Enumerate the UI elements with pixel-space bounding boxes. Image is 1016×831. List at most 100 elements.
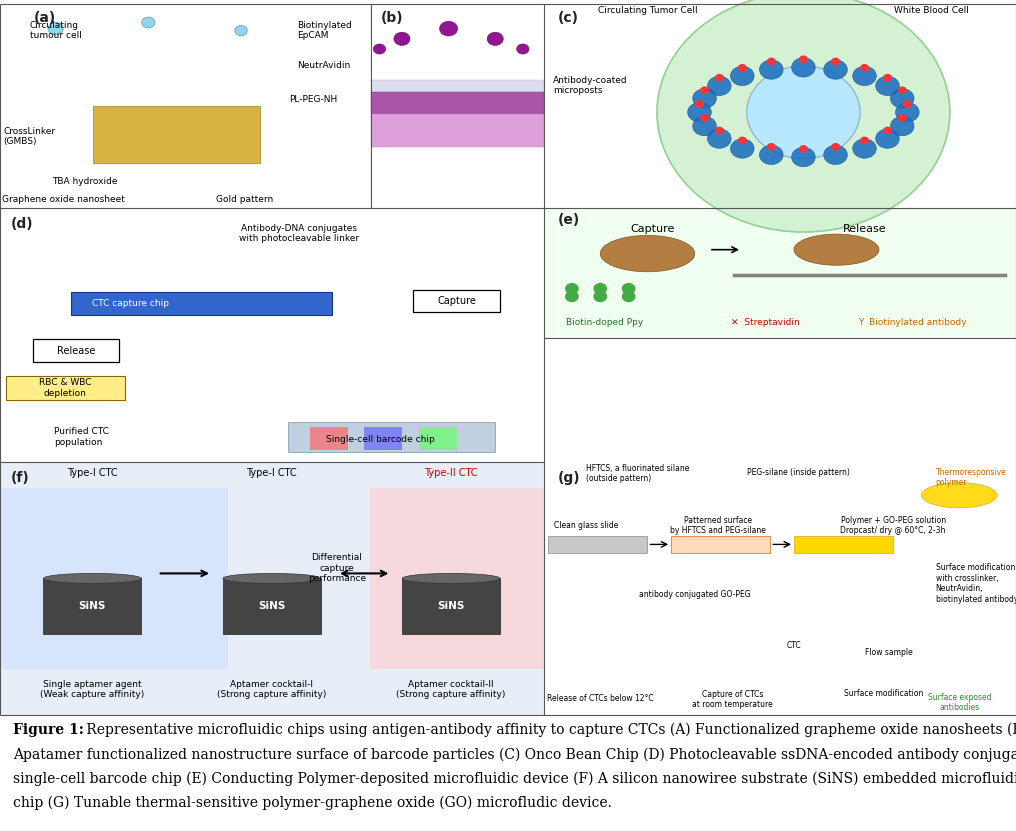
Text: Type-I CTC: Type-I CTC — [67, 468, 118, 478]
Text: Biotinylated
EpCAM: Biotinylated EpCAM — [297, 21, 352, 41]
Circle shape — [861, 137, 869, 144]
Text: Capture: Capture — [437, 296, 477, 306]
Text: CTC capture chip: CTC capture chip — [92, 299, 169, 308]
Circle shape — [884, 75, 891, 81]
FancyBboxPatch shape — [6, 376, 125, 400]
Circle shape — [707, 76, 732, 96]
Bar — [419, 427, 456, 450]
Circle shape — [898, 115, 906, 121]
Bar — [544, 462, 1016, 715]
Ellipse shape — [402, 573, 500, 583]
Circle shape — [824, 145, 847, 165]
Text: Capture of CTCs
at room temperature: Capture of CTCs at room temperature — [692, 690, 773, 709]
Text: SiNS: SiNS — [438, 601, 465, 612]
Text: SiNS: SiNS — [258, 601, 285, 612]
Bar — [733, 273, 1007, 277]
Bar — [371, 92, 544, 115]
Bar — [371, 80, 544, 92]
Bar — [544, 208, 1016, 338]
Circle shape — [852, 139, 877, 158]
Circle shape — [760, 60, 783, 79]
Circle shape — [688, 102, 711, 122]
Text: (e): (e) — [558, 213, 580, 227]
Bar — [672, 535, 770, 553]
Circle shape — [731, 66, 754, 86]
Bar — [402, 578, 500, 634]
Circle shape — [701, 115, 708, 121]
Circle shape — [142, 17, 154, 28]
Text: Clean glass slide: Clean glass slide — [554, 521, 619, 530]
Circle shape — [890, 116, 914, 135]
Text: RBC & WBC
depletion: RBC & WBC depletion — [39, 378, 91, 398]
Ellipse shape — [600, 235, 695, 272]
Circle shape — [890, 89, 914, 108]
Text: antibody conjugated GO-PEG: antibody conjugated GO-PEG — [639, 590, 751, 599]
Bar — [310, 427, 347, 450]
Circle shape — [832, 144, 839, 150]
FancyBboxPatch shape — [414, 290, 500, 312]
Text: Thermoresponsive
polymer: Thermoresponsive polymer — [936, 468, 1007, 487]
Text: Aptamer cocktail-II
(Strong capture affinity): Aptamer cocktail-II (Strong capture affi… — [396, 680, 506, 699]
Circle shape — [235, 26, 247, 36]
Text: Gold pattern: Gold pattern — [216, 195, 273, 204]
Text: single-cell barcode chip (E) Conducting Polymer-deposited microfluidic device (F: single-cell barcode chip (E) Conducting … — [13, 772, 1016, 786]
Text: HFTCS, a fluorinated silane
(outside pattern): HFTCS, a fluorinated silane (outside pat… — [586, 464, 690, 484]
Text: PL-PEG-NH: PL-PEG-NH — [290, 96, 337, 105]
Text: Apatamer functionalized nanostructure surface of barcode particles (C) Onco Bean: Apatamer functionalized nanostructure su… — [13, 747, 1016, 762]
Circle shape — [760, 145, 783, 165]
Circle shape — [739, 137, 746, 144]
Ellipse shape — [922, 483, 997, 508]
Text: White Blood Cell: White Blood Cell — [893, 6, 968, 15]
Circle shape — [767, 144, 775, 150]
Circle shape — [903, 101, 911, 107]
Bar — [0, 462, 544, 715]
Circle shape — [594, 283, 607, 293]
Text: Type-II CTC: Type-II CTC — [425, 468, 478, 478]
Bar — [0, 208, 544, 462]
Text: Graphene oxide nanosheet: Graphene oxide nanosheet — [2, 195, 125, 204]
Bar — [549, 535, 647, 553]
Bar — [223, 578, 321, 634]
Bar — [371, 115, 544, 147]
Circle shape — [739, 65, 746, 71]
Circle shape — [800, 57, 807, 62]
Text: TBA hydroxide: TBA hydroxide — [53, 177, 118, 186]
Circle shape — [852, 66, 877, 86]
Text: Flow sample: Flow sample — [865, 648, 912, 657]
Circle shape — [898, 87, 906, 93]
Circle shape — [824, 60, 847, 79]
Circle shape — [791, 57, 815, 77]
Text: (d): (d) — [11, 217, 34, 231]
Circle shape — [767, 58, 775, 65]
Bar — [92, 106, 260, 163]
Text: CrossLinker
(GMBS): CrossLinker (GMBS) — [4, 127, 56, 146]
FancyBboxPatch shape — [33, 339, 119, 361]
Text: Surface modification
with crosslinker,
NeutrAvidin,
biotinylated antibody: Surface modification with crosslinker, N… — [936, 563, 1016, 603]
Text: Patterned surface
by HFTCS and PEG-silane: Patterned surface by HFTCS and PEG-silan… — [671, 516, 766, 535]
Text: (b): (b) — [381, 12, 403, 25]
Circle shape — [657, 0, 950, 232]
Circle shape — [623, 292, 635, 302]
Text: Release: Release — [843, 224, 887, 234]
Bar — [793, 535, 893, 553]
Text: Antibody-coated
microposts: Antibody-coated microposts — [553, 76, 628, 96]
Text: chip (G) Tunable thermal-sensitive polymer-graphene oxide (GO) microfludic devic: chip (G) Tunable thermal-sensitive polym… — [13, 796, 612, 810]
Circle shape — [707, 129, 732, 148]
Circle shape — [715, 127, 723, 134]
Text: Representative microfluidic chips using antigen-antibody affinity to capture CTC: Representative microfluidic chips using … — [82, 723, 1016, 737]
Bar — [364, 427, 402, 450]
Text: Release: Release — [57, 346, 96, 356]
Bar — [289, 422, 495, 452]
Circle shape — [884, 127, 891, 134]
Circle shape — [876, 76, 899, 96]
Circle shape — [876, 129, 899, 148]
Text: Single-cell barcode chip: Single-cell barcode chip — [326, 435, 435, 444]
Circle shape — [715, 75, 723, 81]
Bar — [370, 488, 544, 669]
Text: Antibody-DNA conjugates
with photocleavable linker: Antibody-DNA conjugates with photocleava… — [239, 224, 359, 243]
Circle shape — [701, 87, 708, 93]
Text: Differential
capture
performance: Differential capture performance — [308, 553, 366, 583]
Circle shape — [566, 283, 578, 293]
Circle shape — [747, 66, 861, 159]
Ellipse shape — [793, 234, 879, 265]
